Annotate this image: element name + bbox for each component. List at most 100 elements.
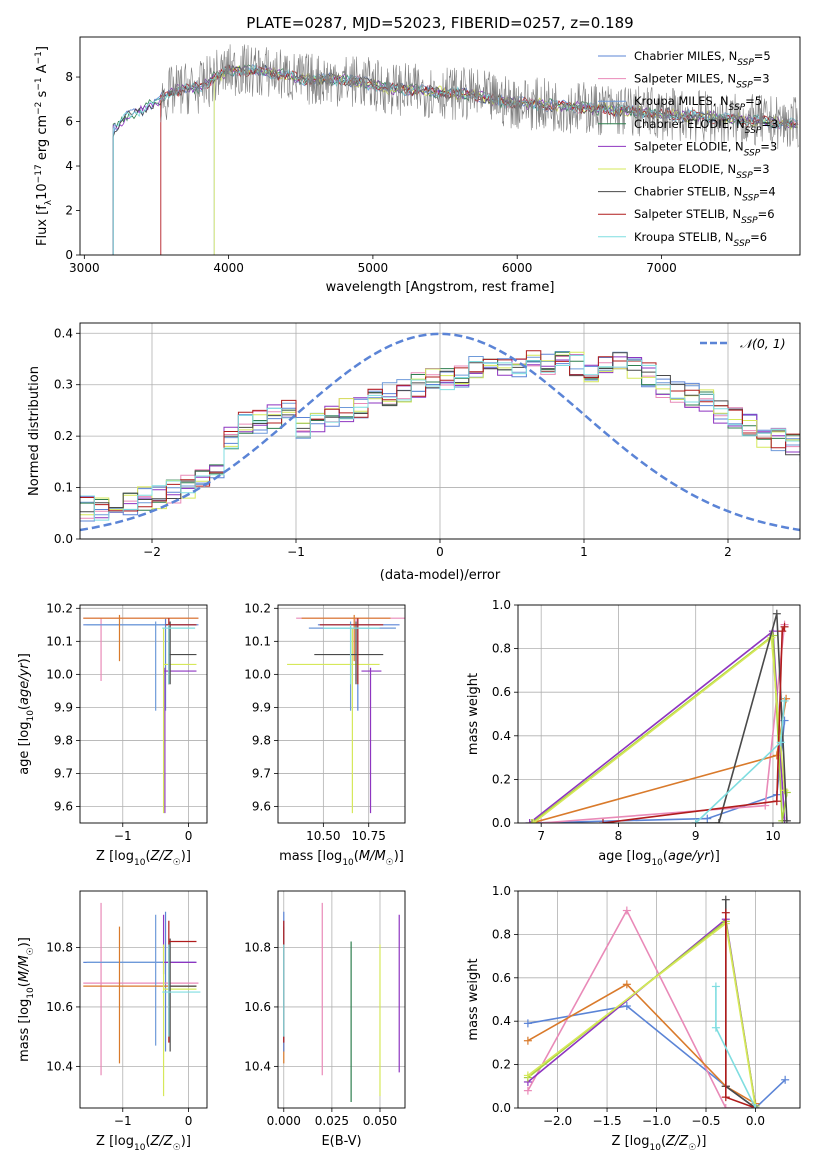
x-axis-label: Z [log10(Z/Z☉)]	[96, 1134, 191, 1153]
y-tick-label: 0.8	[492, 927, 511, 941]
mass-weight-marker	[782, 816, 791, 823]
y-tick-label: 0.4	[492, 1014, 511, 1028]
mass-weight-line-salpeter_miles	[527, 908, 756, 1108]
x-tick-label: 0.000	[267, 1114, 301, 1128]
y-tick-label: 10.6	[46, 1000, 73, 1014]
y-tick-label: 10.0	[244, 667, 271, 681]
axes-frame	[79, 604, 208, 824]
plot-area	[83, 902, 201, 1097]
y-tick-label: 0.2	[492, 1058, 511, 1072]
x-tick-label: 10.75	[352, 829, 386, 843]
mass-weight-marker	[622, 906, 631, 915]
figure-title: PLATE=0287, MJD=52023, FIBERID=0257, z=0…	[246, 14, 633, 32]
mass-weight-marker	[780, 622, 789, 631]
y-tick-label: 0.2	[492, 772, 511, 786]
y-tick-label: 10.4	[46, 1059, 73, 1073]
histogram-salpeter_miles	[80, 354, 800, 519]
x-tick-label: 7	[537, 829, 545, 843]
y-tick-label: 10.1	[46, 634, 73, 648]
mass-weight-line-kroupa_stelib	[695, 700, 786, 823]
y-tick-label: 10.1	[244, 634, 271, 648]
y-axis-label: mass [log10(M/M☉)]	[17, 937, 36, 1062]
x-tick-label: 8	[615, 829, 623, 843]
y-tick-label: 2	[65, 204, 73, 218]
x-tick-label: −1.0	[642, 1114, 671, 1128]
y-tick-label: 9.9	[54, 700, 73, 714]
mass-weight-vs-metallicity-panel: −2.0 −1.5 −1.0 −0.5 0.0 0.0 0.2 0.4 0.6 0.8 1.0 Z […	[466, 884, 801, 1153]
y-tick-label: 9.8	[252, 733, 271, 747]
observed-spectrum	[160, 44, 799, 150]
plot-area	[287, 614, 405, 814]
mass-weight-marker	[525, 819, 534, 823]
mass-weight-marker	[776, 738, 785, 747]
y-tick-label: 10.8	[46, 940, 73, 954]
legend-label: Kroupa STELIB, NSSP=6	[634, 230, 767, 249]
y-tick-label: 0.4	[492, 729, 511, 743]
mass-weight-marker	[523, 1036, 532, 1045]
legend-label: 𝒩(0, 1)	[740, 336, 786, 351]
mass-weight-marker	[781, 1075, 790, 1084]
mass-weight-marker	[772, 609, 781, 618]
mass-weight-line-salpeter_elodie	[527, 917, 757, 1106]
y-tick-label: 0.4	[54, 326, 73, 340]
x-axis-label: age [log10(age/yr)]	[598, 849, 720, 868]
mass-weight-line-lime	[531, 633, 788, 823]
mass-weight-line-kroupa_elodie	[533, 636, 786, 823]
mass-weight-marker	[721, 895, 730, 904]
mass-weight-marker	[751, 1104, 760, 1108]
y-tick-label: 9.9	[252, 700, 271, 714]
axes-frame	[79, 890, 208, 1109]
axes-frame	[79, 36, 801, 256]
x-tick-label: 1	[580, 545, 588, 559]
x-tick-label: 2	[724, 545, 732, 559]
y-tick-label: 0.0	[492, 1101, 511, 1115]
y-tick-label: 9.6	[252, 799, 271, 813]
x-tick-label: −1.5	[592, 1114, 621, 1128]
histogram-chabrier_elodie	[80, 351, 800, 513]
mass-weight-marker	[622, 980, 631, 989]
legend-label: Chabrier STELIB, NSSP=4	[634, 185, 776, 204]
legend-label: Salpeter STELIB, NSSP=6	[634, 207, 775, 226]
y-tick-label: 0.8	[492, 642, 511, 656]
mass-weight-line-chabrier_stelib	[695, 613, 788, 823]
mass-weight-marker	[711, 1023, 720, 1032]
y-tick-label: 1.0	[492, 598, 511, 612]
legend-label: Chabrier MILES, NSSP=5	[634, 49, 771, 68]
age-vs-mass-panel: 10.50 10.75 9.6 9.7 9.8 9.9 10.0 10.1 10.2 mass […	[244, 601, 406, 868]
mass-weight-line-orange	[527, 983, 756, 1105]
mass-weight-vs-age-panel: 7 8 9 10 0.0 0.2 0.4 0.6 0.8 1.0 age [log10(age/yr…	[466, 598, 801, 868]
y-tick-label: 10.4	[244, 1059, 271, 1073]
y-tick-label: 0.2	[54, 429, 73, 443]
x-axis-label: wavelength [Angstrom, rest frame]	[326, 280, 555, 295]
y-tick-label: 9.6	[54, 799, 73, 813]
x-tick-label: −1	[287, 545, 305, 559]
y-tick-label: 0.1	[54, 481, 73, 495]
plot-area	[80, 332, 800, 532]
mass-weight-marker	[703, 814, 712, 823]
residual-histogram-panel: −2 −1 0 1 2 0.0 0.1 0.2 0.3 0.4 (data-model)/error…	[27, 322, 801, 583]
legend-label: Salpeter MILES, NSSP=3	[634, 72, 770, 91]
y-axis-label: mass weight	[466, 673, 481, 755]
mass-weight-marker	[721, 908, 730, 917]
legend-label: Chabrier ELODIE, NSSP=3	[634, 117, 778, 136]
y-tick-label: 0.0	[54, 532, 73, 546]
plot-area	[112, 44, 799, 255]
x-tick-label: −1	[114, 1114, 132, 1128]
axes-frame	[517, 890, 801, 1109]
y-tick-label: 0.6	[492, 685, 511, 699]
mass-weight-marker	[772, 797, 781, 806]
y-tick-label: 10.8	[244, 940, 271, 954]
mass-weight-marker	[782, 694, 791, 703]
y-axis-label: mass weight	[466, 958, 481, 1040]
histogram-salpeter_elodie	[80, 354, 800, 519]
x-tick-label: 3000	[69, 261, 100, 275]
x-tick-label: 5000	[358, 261, 389, 275]
y-tick-label: 9.7	[54, 766, 73, 780]
histogram-kroupa_elodie	[80, 351, 800, 516]
y-tick-label: 0.3	[54, 378, 73, 392]
plot-area	[283, 902, 400, 1103]
x-tick-label: 0	[185, 1114, 193, 1128]
mass-weight-line-kroupa_elodie	[527, 922, 757, 1108]
mass-vs-metallicity-panel: −1 0 10.4 10.6 10.8 Z [log10(Z/Z☉)] mass [log1…	[17, 890, 208, 1153]
y-tick-label: 4	[65, 159, 73, 173]
